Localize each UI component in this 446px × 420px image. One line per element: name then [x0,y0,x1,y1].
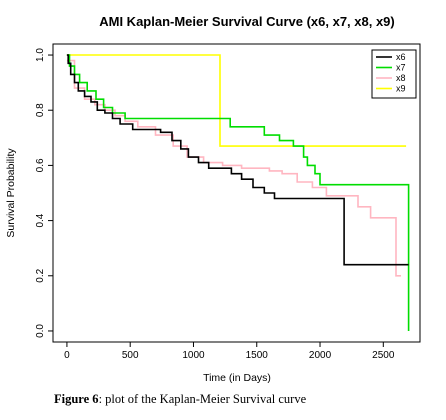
x-tick-label: 0 [64,350,70,361]
y-tick-label: 0.0 [35,324,46,338]
y-tick-label: 0.6 [35,158,46,172]
survival-curves [66,54,410,331]
figure-caption: Figure 6: plot of the Kaplan-Meier Survi… [54,392,306,407]
kaplan-meier-chart: AMI Kaplan-Meier Survival Curve (x6, x7,… [5,14,421,384]
y-tick-label: 1.0 [35,48,46,62]
y-tick-label: 0.2 [35,268,46,282]
legend-label-x9: x9 [396,84,406,94]
x-axis-label: Time (in Days) [203,372,271,384]
x-tick-label: 500 [122,350,139,361]
caption-text: : plot of the Kaplan-Meier Survival curv… [98,392,307,406]
legend-box [371,49,417,99]
x-tick-label: 1500 [246,350,269,361]
plot-frame [52,43,421,343]
x-axis: 0 500 1000 1500 2000 2500 [64,342,395,361]
x-tick-label: 1000 [182,350,205,361]
x-tick-label: 2000 [309,350,332,361]
series-line-x7 [66,54,410,331]
x-tick-label: 2500 [372,350,395,361]
y-axis: 0.0 0.2 0.4 0.6 0.8 1.0 [35,48,53,338]
chart-title: AMI Kaplan-Meier Survival Curve (x6, x7,… [99,14,395,29]
series-line-x9 [66,54,407,147]
legend-label-x6: x6 [396,52,406,62]
series-line-x6 [66,54,409,266]
legend-label-x8: x8 [396,73,406,83]
y-tick-label: 0.8 [35,103,46,117]
caption-label: Figure 6 [54,392,99,406]
legend-label-x7: x7 [396,63,406,73]
series-line-x8 [66,59,401,277]
y-tick-label: 0.4 [35,213,46,227]
y-axis-label: Survival Probability [5,148,17,238]
